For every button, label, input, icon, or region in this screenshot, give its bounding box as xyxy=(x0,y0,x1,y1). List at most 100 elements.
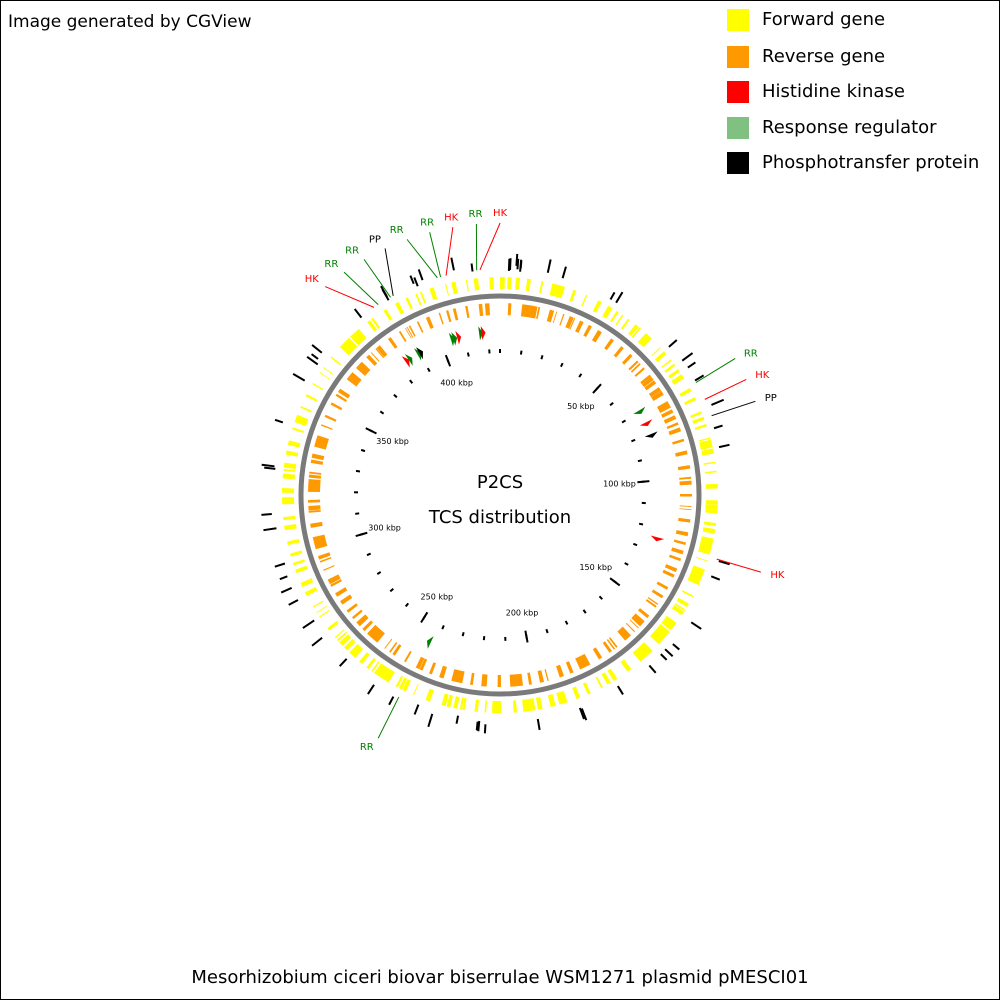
reverse-gene xyxy=(408,325,416,337)
legend-label: Phosphotransfer protein xyxy=(762,152,979,173)
forward-gene xyxy=(676,597,689,608)
forward-gene xyxy=(704,470,717,474)
minor-tick xyxy=(409,379,414,384)
reverse-gene xyxy=(484,303,491,316)
reverse-gene xyxy=(330,579,342,587)
reverse-gene xyxy=(324,414,337,422)
outer-mark xyxy=(455,715,460,724)
feature-marker xyxy=(633,406,646,414)
forward-gene xyxy=(602,305,613,319)
forward-gene xyxy=(601,672,611,685)
forward-gene xyxy=(312,382,324,391)
forward-gene xyxy=(330,356,341,366)
legend-swatch xyxy=(727,9,749,31)
reverse-gene xyxy=(656,401,671,414)
reverse-gene xyxy=(507,303,512,316)
forward-gene xyxy=(383,309,393,321)
outer-mark xyxy=(711,398,725,406)
reverse-gene xyxy=(308,505,321,511)
outer-mark xyxy=(519,259,523,272)
forward-gene xyxy=(632,642,653,662)
forward-gene xyxy=(679,387,692,397)
tick-label: 150 kbp xyxy=(579,563,612,572)
reverse-gene xyxy=(340,594,353,605)
forward-gene xyxy=(316,605,327,614)
forward-gene xyxy=(610,310,619,323)
reverse-gene xyxy=(617,626,631,641)
outer-mark xyxy=(694,374,705,382)
forward-gene xyxy=(283,468,296,473)
credit: Image generated by CGView xyxy=(8,12,252,32)
outer-mark xyxy=(413,277,419,287)
feature-label: HK xyxy=(305,274,320,285)
forward-gene xyxy=(671,605,685,616)
feature-label: HK xyxy=(444,212,459,223)
outer-mark xyxy=(509,258,512,270)
forward-gene xyxy=(441,693,449,707)
forward-gene xyxy=(300,405,312,413)
outer-mark xyxy=(450,257,455,271)
tick-label: 250 kbp xyxy=(421,593,454,602)
reverse-gene xyxy=(679,508,692,511)
outer-mark xyxy=(311,344,323,354)
outer-mark xyxy=(681,352,694,362)
reverse-gene xyxy=(308,499,321,503)
forward-gene xyxy=(292,427,305,433)
reverse-gene xyxy=(330,402,343,411)
forward-gene xyxy=(304,586,318,597)
outer-mark xyxy=(338,658,348,667)
outer-mark xyxy=(367,684,375,695)
forward-gene xyxy=(684,397,697,406)
forward-gene xyxy=(637,333,652,348)
outer-mark xyxy=(718,443,730,449)
reverse-gene xyxy=(575,653,591,670)
forward-gene xyxy=(705,483,718,489)
outer-mark xyxy=(413,704,420,715)
outer-mark xyxy=(483,724,487,734)
major-tick xyxy=(524,630,529,643)
reverse-gene xyxy=(327,574,341,585)
reverse-gene xyxy=(559,313,565,326)
forward-gene xyxy=(371,661,380,672)
reverse-gene xyxy=(356,614,369,627)
forward-gene xyxy=(319,372,330,380)
forward-gene xyxy=(451,281,458,295)
reverse-gene xyxy=(644,380,657,391)
major-tick xyxy=(637,480,650,484)
circular-map: 50 kbp 100 kbp 150 kbp 200 kbp 250 kbp 300 kb… xyxy=(261,208,785,753)
reverse-gene xyxy=(438,312,444,325)
feature-leader xyxy=(384,248,394,296)
forward-gene xyxy=(595,676,603,689)
reverse-gene xyxy=(310,521,323,528)
minor-tick xyxy=(540,355,544,360)
outer-mark xyxy=(388,696,395,706)
reverse-gene xyxy=(389,641,398,653)
feature-label: RR xyxy=(324,259,338,270)
reverse-gene xyxy=(398,330,407,343)
reverse-gene xyxy=(308,474,322,479)
reverse-gene xyxy=(629,619,639,629)
reverse-gene xyxy=(465,305,470,318)
tick-label: 100 kbp xyxy=(603,479,636,488)
reverse-gene xyxy=(392,644,402,656)
reverse-gene xyxy=(362,620,374,632)
feature-label: PP xyxy=(765,393,777,404)
outer-mark xyxy=(664,648,674,657)
feature-marker xyxy=(427,636,434,649)
forward-gene xyxy=(359,652,370,664)
reverse-gene xyxy=(335,587,348,597)
outer-mark xyxy=(477,720,481,732)
major-tick xyxy=(420,611,429,624)
reverse-gene xyxy=(604,338,614,351)
minor-tick xyxy=(637,459,643,463)
minor-tick xyxy=(631,438,636,443)
reverse-gene xyxy=(631,613,645,627)
forward-gene xyxy=(694,423,707,431)
outer-mark xyxy=(470,263,474,272)
feature-label: PP xyxy=(369,234,381,245)
reverse-gene xyxy=(546,309,555,323)
reverse-gene xyxy=(387,337,398,349)
outer-mark xyxy=(263,527,277,532)
feature-label: RR xyxy=(345,246,359,257)
outer-mark xyxy=(609,291,616,300)
